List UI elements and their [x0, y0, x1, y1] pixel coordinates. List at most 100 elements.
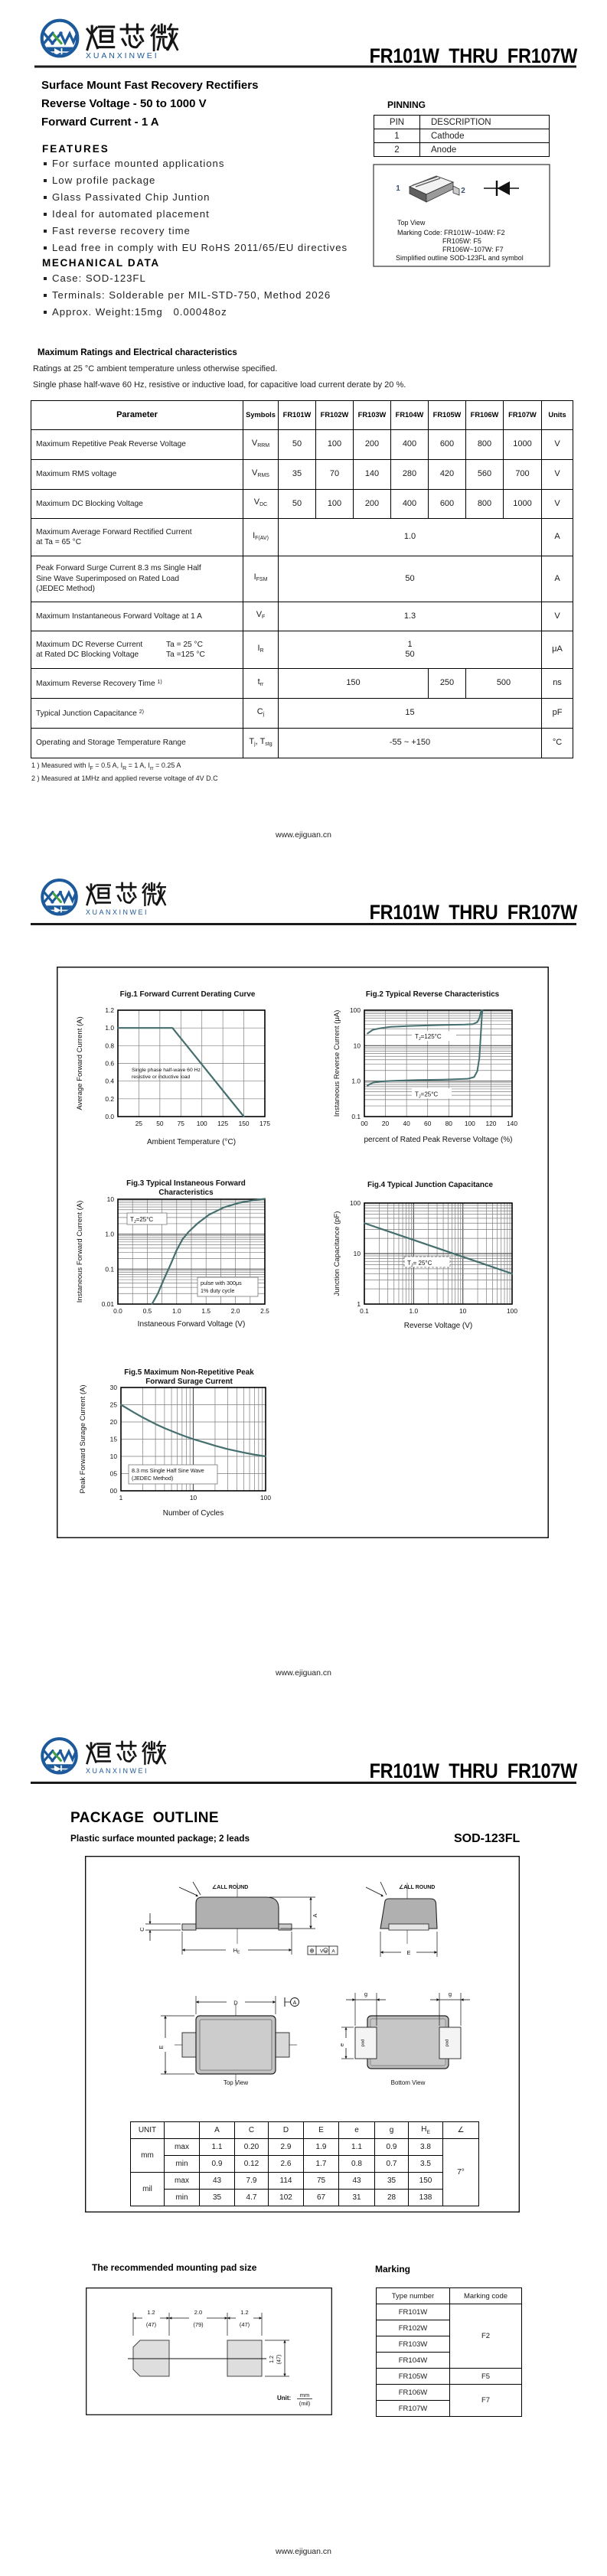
svg-text:pad: pad	[361, 2040, 366, 2047]
svg-text:0.0: 0.0	[105, 1113, 114, 1120]
svg-text:⊕: ⊕	[309, 1948, 315, 1955]
svg-text:Instaneous Forward Voltage (V): Instaneous Forward Voltage (V)	[138, 1320, 246, 1329]
svg-text:e: e	[338, 2043, 345, 2046]
svg-text:0.6: 0.6	[105, 1060, 114, 1068]
svg-text:D: D	[233, 2000, 238, 2007]
svg-text:75: 75	[178, 1120, 185, 1127]
svg-text:g: g	[449, 1991, 452, 1997]
svg-text:M: M	[325, 1949, 328, 1953]
svg-text:0.0: 0.0	[113, 1307, 122, 1315]
svg-text:0.8: 0.8	[105, 1042, 114, 1049]
svg-text:1.2: 1.2	[240, 2309, 248, 2316]
svg-text:100: 100	[507, 1307, 517, 1315]
svg-text:0.4: 0.4	[105, 1078, 114, 1085]
svg-text:0.1: 0.1	[351, 1113, 361, 1120]
svg-text:TJ= 25°C: TJ= 25°C	[407, 1260, 432, 1268]
svg-text:1: 1	[119, 1494, 123, 1502]
svg-text:Fig.2 Typical Reverse Charact: Fig.2 Typical Reverse Characteristics	[366, 990, 500, 999]
svg-text:150: 150	[239, 1120, 250, 1127]
svg-text:100: 100	[350, 1006, 361, 1014]
svg-text:10: 10	[110, 1453, 118, 1460]
svg-text:100: 100	[465, 1120, 475, 1127]
svg-text:TJ=25°C: TJ=25°C	[130, 1216, 153, 1224]
svg-text:125: 125	[217, 1120, 228, 1127]
svg-text:Top View: Top View	[224, 2079, 249, 2086]
svg-text:175: 175	[259, 1120, 270, 1127]
svg-text:15: 15	[110, 1436, 118, 1443]
svg-text:∠ALL ROUND: ∠ALL ROUND	[399, 1884, 435, 1890]
svg-text:Fig.4 Typical Junction Capaci: Fig.4 Typical Junction Capacitance	[367, 1181, 493, 1189]
svg-text:1.2: 1.2	[105, 1006, 114, 1014]
svg-text:A: A	[312, 1913, 318, 1917]
svg-text:(47): (47)	[146, 2321, 157, 2328]
svg-text:Reverse Voltage (V): Reverse Voltage (V)	[404, 1322, 473, 1330]
svg-text:00: 00	[361, 1120, 368, 1127]
svg-text:TJ=25°C: TJ=25°C	[415, 1091, 438, 1099]
svg-text:80: 80	[445, 1120, 453, 1127]
svg-text:pad: pad	[445, 2040, 450, 2047]
svg-text:Unit:: Unit:	[277, 2395, 291, 2402]
svg-text:1.0: 1.0	[105, 1231, 114, 1238]
svg-text:0.1: 0.1	[105, 1265, 114, 1273]
svg-text:1.0: 1.0	[351, 1078, 361, 1085]
svg-text:Junction Capacitance (pF): Junction Capacitance (pF)	[333, 1211, 341, 1296]
svg-text:pulse with 300μs: pulse with 300μs	[201, 1280, 242, 1286]
svg-text:Average Forward Current (A): Average Forward Current (A)	[76, 1016, 84, 1110]
svg-text:(47): (47)	[240, 2321, 250, 2328]
svg-text:100: 100	[197, 1120, 207, 1127]
svg-text:25: 25	[110, 1401, 118, 1409]
svg-text:50: 50	[156, 1120, 164, 1127]
svg-text:XUANXINWEI: XUANXINWEI	[86, 908, 148, 916]
svg-text:20: 20	[110, 1418, 118, 1426]
svg-text:1.2: 1.2	[269, 2356, 275, 2363]
svg-text:1: 1	[396, 184, 400, 193]
svg-text:1.5: 1.5	[201, 1307, 210, 1315]
svg-text:Top View: Top View	[397, 219, 426, 227]
svg-text:100: 100	[350, 1199, 361, 1207]
svg-text:1.0: 1.0	[410, 1307, 419, 1315]
svg-text:XUANXINWEI: XUANXINWEI	[86, 1767, 148, 1775]
svg-text:0.01: 0.01	[102, 1300, 115, 1308]
svg-text:(mil): (mil)	[299, 2400, 311, 2407]
svg-text:0.1: 0.1	[360, 1307, 369, 1315]
svg-text:∠ALL ROUND: ∠ALL ROUND	[212, 1884, 248, 1890]
svg-text:25: 25	[135, 1120, 143, 1127]
svg-text:2.5: 2.5	[260, 1307, 269, 1315]
svg-text:Simplified outline SOD-123FL a: Simplified outline SOD-123FL and symbol	[396, 254, 524, 262]
svg-text:40: 40	[403, 1120, 410, 1127]
svg-text:(47): (47)	[277, 2355, 282, 2364]
svg-text:FR105W: F5: FR105W: F5	[442, 237, 481, 245]
svg-text:100: 100	[260, 1494, 271, 1502]
svg-text:(79): (79)	[193, 2321, 204, 2328]
svg-text:A: A	[293, 2000, 297, 2006]
svg-text:TJ=125°C: TJ=125°C	[415, 1033, 442, 1042]
svg-text:Instaneous Reverse Current (μA: Instaneous Reverse Current (μA)	[333, 1010, 341, 1117]
svg-text:E: E	[158, 2045, 165, 2049]
svg-text:1: 1	[357, 1300, 361, 1308]
svg-text:2: 2	[461, 187, 465, 195]
svg-text:C: C	[139, 1927, 145, 1932]
svg-text:Ambient Temperature (°C): Ambient Temperature (°C)	[147, 1138, 236, 1146]
svg-text:XUANXINWEI: XUANXINWEI	[86, 51, 159, 60]
svg-text:120: 120	[485, 1120, 496, 1127]
svg-text:percent of Rated Peak Reverse: percent of Rated Peak Reverse Voltage (%…	[364, 1136, 513, 1144]
svg-text:Fig.1 Forward Current Deratin: Fig.1 Forward Current Derating Curve	[120, 990, 256, 999]
svg-text:10: 10	[107, 1195, 115, 1203]
svg-text:20: 20	[382, 1120, 390, 1127]
svg-text:Marking Code: FR101W~104W: F2: Marking Code: FR101W~104W: F2	[397, 229, 505, 236]
svg-text:(JEDEC Method): (JEDEC Method)	[132, 1475, 173, 1482]
svg-text:Characteristics: Characteristics	[158, 1189, 214, 1197]
svg-text:1% duty cycle: 1% duty cycle	[201, 1287, 234, 1294]
svg-text:1.2: 1.2	[147, 2309, 155, 2316]
svg-text:00: 00	[110, 1487, 118, 1495]
svg-text:resistive or inductive load: resistive or inductive load	[132, 1074, 191, 1080]
svg-text:Fig.5 Maximum Non-Repetitive: Fig.5 Maximum Non-Repetitive Peak	[124, 1368, 254, 1377]
svg-text:FR106W~107W: F7: FR106W~107W: F7	[442, 246, 504, 253]
svg-text:2.0: 2.0	[231, 1307, 240, 1315]
svg-text:2.0: 2.0	[194, 2309, 202, 2316]
svg-text:g: g	[364, 1991, 367, 1997]
svg-text:Number of Cycles: Number of Cycles	[163, 1509, 224, 1518]
svg-text:140: 140	[507, 1120, 517, 1127]
svg-text:10: 10	[190, 1494, 197, 1502]
svg-text:0.5: 0.5	[143, 1307, 152, 1315]
